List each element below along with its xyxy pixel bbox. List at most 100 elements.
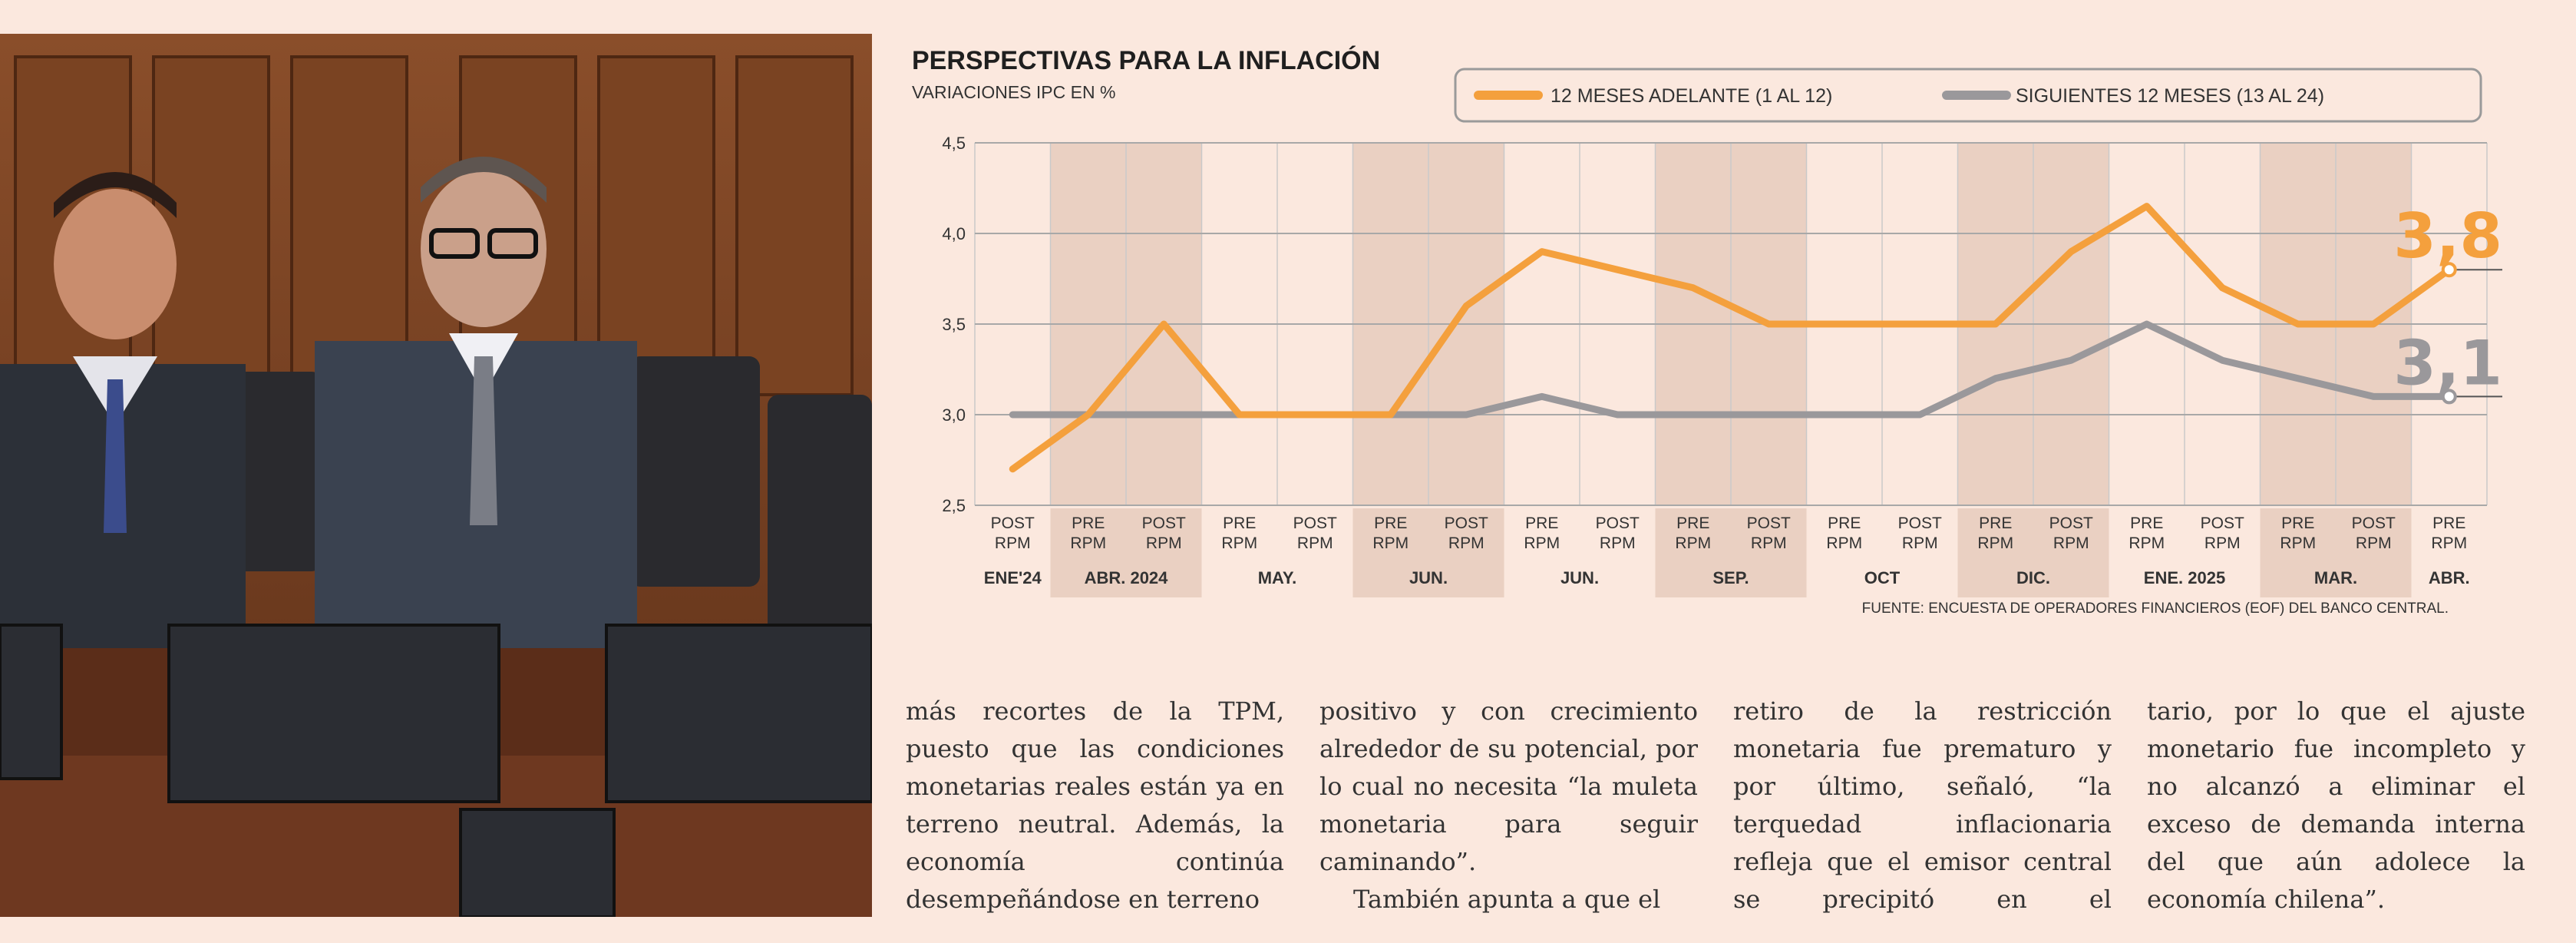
article-column-2: positivo y con crecimiento alrededor de … bbox=[1319, 693, 1698, 923]
data-point-siguientes-12-meses bbox=[1617, 414, 1619, 415]
end-point-marker bbox=[2441, 389, 2457, 405]
group-label-band bbox=[2260, 508, 2412, 597]
data-point-siguientes-12-meses bbox=[2070, 359, 2072, 362]
group-label-band bbox=[1352, 508, 1504, 597]
group-label: OCT bbox=[1864, 568, 1901, 587]
group-label: ABR. 2024 bbox=[1085, 568, 1169, 587]
y-tick-label: 4,0 bbox=[942, 224, 966, 243]
x-tick-label: RPM bbox=[2204, 534, 2241, 552]
x-tick-label: PRE bbox=[2281, 515, 2314, 532]
x-tick-label: RPM bbox=[2053, 534, 2089, 552]
data-point-12-meses bbox=[2373, 323, 2375, 325]
data-point-12-meses bbox=[1692, 286, 1694, 289]
data-point-siguientes-12-meses bbox=[2373, 395, 2375, 398]
x-tick-label: RPM bbox=[1297, 534, 1333, 552]
x-tick-label: POST bbox=[2201, 515, 2244, 532]
data-point-12-meses bbox=[1465, 305, 1468, 307]
data-point-12-meses bbox=[2145, 205, 2148, 207]
x-tick-label: PRE bbox=[1525, 515, 1558, 532]
x-tick-label: RPM bbox=[1751, 534, 1787, 552]
group-label: JUN. bbox=[1560, 568, 1599, 587]
x-tick-label: POST bbox=[1596, 515, 1640, 532]
x-tick-label: PRE bbox=[2432, 515, 2465, 532]
data-point-siguientes-12-meses bbox=[1541, 395, 1543, 398]
x-tick-label: POST bbox=[2352, 515, 2396, 532]
x-tick-label: RPM bbox=[1146, 534, 1182, 552]
data-point-12-meses bbox=[1238, 414, 1240, 415]
data-point-12-meses bbox=[1768, 323, 1770, 325]
x-tick-label: PRE bbox=[1979, 515, 2012, 532]
data-point-siguientes-12-meses bbox=[1919, 414, 1921, 415]
data-point-siguientes-12-meses bbox=[2297, 377, 2299, 379]
data-point-12-meses bbox=[2297, 323, 2299, 325]
article-column-1: más recortes de la TPM, puesto que las c… bbox=[906, 693, 1284, 923]
y-tick-label: 4,5 bbox=[942, 134, 966, 153]
x-tick-label: RPM bbox=[1675, 534, 1711, 552]
data-point-siguientes-12-meses bbox=[1163, 414, 1165, 415]
article-paragraph: tario, por lo que el ajuste monetario fu… bbox=[2147, 696, 2525, 914]
end-point-marker bbox=[2441, 262, 2457, 278]
data-point-siguientes-12-meses bbox=[1465, 414, 1468, 415]
group-label: ENE'24 bbox=[984, 568, 1042, 587]
x-tick-label: PRE bbox=[1223, 515, 1256, 532]
group-label-band bbox=[1957, 508, 2109, 597]
end-value-label: 3,8 bbox=[2393, 200, 2502, 272]
article-column-4: tario, por lo que el ajuste monetario fu… bbox=[2147, 693, 2525, 923]
group-label: MAY. bbox=[1258, 568, 1297, 587]
group-label: ENE. 2025 bbox=[2144, 568, 2225, 587]
data-point-siguientes-12-meses bbox=[1012, 414, 1014, 415]
article-body: más recortes de la TPM, puesto que las c… bbox=[906, 693, 2525, 923]
data-point-12-meses bbox=[1919, 323, 1921, 325]
data-point-12-meses bbox=[2070, 250, 2072, 253]
y-tick-label: 3,5 bbox=[942, 315, 966, 334]
group-label: SEP. bbox=[1712, 568, 1749, 587]
chart-subtitle: VARIACIONES IPC EN % bbox=[912, 82, 1115, 102]
x-tick-label: RPM bbox=[1372, 534, 1409, 552]
x-tick-label: PRE bbox=[2130, 515, 2163, 532]
y-tick-label: 2,5 bbox=[942, 496, 966, 515]
data-point-12-meses bbox=[1389, 414, 1392, 415]
article-paragraph: También apunta a que el bbox=[1353, 885, 1661, 914]
data-point-12-meses bbox=[1617, 269, 1619, 271]
end-value-label: 3,1 bbox=[2393, 327, 2502, 399]
data-point-siguientes-12-meses bbox=[1692, 414, 1694, 415]
chart-source: FUENTE: ENCUESTA DE OPERADORES FINANCIER… bbox=[1862, 601, 2449, 617]
group-label: MAR. bbox=[2314, 568, 2357, 587]
data-point-12-meses bbox=[1314, 414, 1316, 415]
data-point-siguientes-12-meses bbox=[1843, 414, 1845, 415]
x-tick-label: RPM bbox=[1600, 534, 1636, 552]
data-point-12-meses bbox=[1087, 414, 1089, 415]
data-point-12-meses bbox=[1163, 323, 1165, 325]
data-point-12-meses bbox=[1541, 250, 1543, 253]
data-point-12-meses bbox=[1843, 323, 1845, 325]
x-tick-label: POST bbox=[1898, 515, 1942, 532]
x-tick-label: POST bbox=[991, 515, 1035, 532]
article-paragraph: retiro de la restricción monetaria fue p… bbox=[1733, 696, 2112, 923]
series-line-12-meses bbox=[1009, 203, 2453, 473]
group-label-band bbox=[1655, 508, 1807, 597]
group-label-band bbox=[1050, 508, 1202, 597]
legend-label-orange: 12 MESES ADELANTE (1 AL 12) bbox=[1551, 85, 1832, 107]
x-tick-label: RPM bbox=[2356, 534, 2392, 552]
article-column-3: retiro de la restricción monetaria fue p… bbox=[1733, 693, 2112, 923]
x-tick-label: RPM bbox=[1448, 534, 1485, 552]
group-label: ABR. bbox=[2429, 568, 2470, 587]
data-point-12-meses bbox=[1994, 323, 1996, 325]
x-tick-label: RPM bbox=[995, 534, 1031, 552]
x-tick-label: POST bbox=[1445, 515, 1488, 532]
x-tick-label: PRE bbox=[1072, 515, 1105, 532]
x-tick-label: RPM bbox=[2280, 534, 2316, 552]
data-point-12-meses bbox=[1012, 468, 1014, 470]
x-tick-label: RPM bbox=[2431, 534, 2467, 552]
x-tick-label: RPM bbox=[1826, 534, 1862, 552]
x-tick-label: POST bbox=[1293, 515, 1337, 532]
article-paragraph: más recortes de la TPM, puesto que las c… bbox=[906, 696, 1284, 914]
legend-label-gray: SIGUIENTES 12 MESES (13 AL 24) bbox=[2016, 85, 2324, 107]
x-tick-label: RPM bbox=[1902, 534, 1938, 552]
x-tick-label: RPM bbox=[1070, 534, 1106, 552]
inflation-chart: PERSPECTIVAS PARA LA INFLACIÓN VARIACION… bbox=[912, 46, 2502, 617]
data-point-siguientes-12-meses bbox=[1994, 377, 1996, 379]
data-point-siguientes-12-meses bbox=[2145, 323, 2148, 325]
group-label: DIC. bbox=[2016, 568, 2050, 587]
x-tick-label: PRE bbox=[1374, 515, 1407, 532]
